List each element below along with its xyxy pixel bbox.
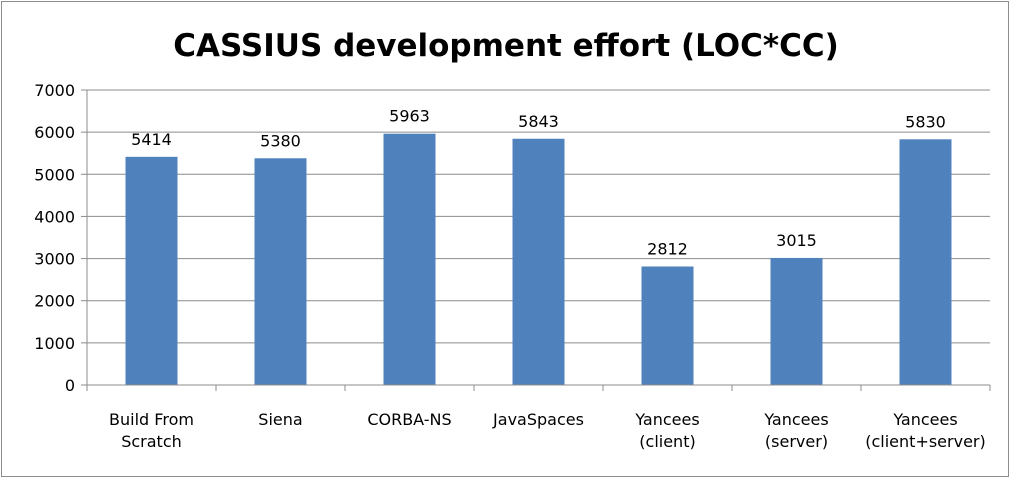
y-axis-ticks: 0 1000 2000 3000 4000 5000 6000 7000 — [34, 81, 87, 395]
category-label: Yancees — [634, 410, 699, 429]
data-label: 2812 — [647, 239, 688, 258]
bar — [770, 257, 823, 385]
y-tick-label: 3000 — [34, 250, 75, 269]
bar — [254, 158, 307, 385]
y-tick-label: 0 — [65, 376, 75, 395]
bar — [125, 156, 178, 385]
category-label: Build From — [109, 410, 194, 429]
data-labels: 5414 5380 5963 5843 2812 3015 5830 — [131, 107, 946, 259]
y-tick-label: 4000 — [34, 207, 75, 226]
bar — [899, 139, 952, 385]
y-tick-label: 1000 — [34, 334, 75, 353]
bar — [383, 133, 436, 385]
x-axis-categories: Build From Scratch Siena CORBA-NS JavaSpaces… — [86, 385, 991, 451]
category-label: (server) — [765, 432, 828, 451]
category-label: (client+server) — [865, 432, 985, 451]
category-label: (client) — [639, 432, 695, 451]
category-label: Scratch — [121, 432, 182, 451]
data-label: 5830 — [905, 112, 946, 131]
data-label: 5843 — [518, 112, 559, 131]
category-label: CORBA-NS — [367, 410, 451, 429]
data-label: 5963 — [389, 107, 430, 126]
data-label: 5380 — [260, 131, 301, 150]
data-label: 3015 — [776, 231, 817, 250]
bars — [125, 133, 952, 385]
bar — [512, 138, 565, 385]
category-label: Siena — [258, 410, 302, 429]
category-label: Yancees — [763, 410, 828, 429]
data-label: 5414 — [131, 130, 172, 149]
category-label: JavaSpaces — [492, 410, 584, 429]
category-label: Yancees — [892, 410, 957, 429]
chart-title: CASSIUS development effort (LOC*CC) — [173, 28, 839, 64]
bar — [641, 266, 694, 385]
y-tick-label: 6000 — [34, 123, 75, 142]
y-tick-label: 2000 — [34, 292, 75, 311]
y-tick-label: 7000 — [34, 81, 75, 100]
y-tick-label: 5000 — [34, 165, 75, 184]
